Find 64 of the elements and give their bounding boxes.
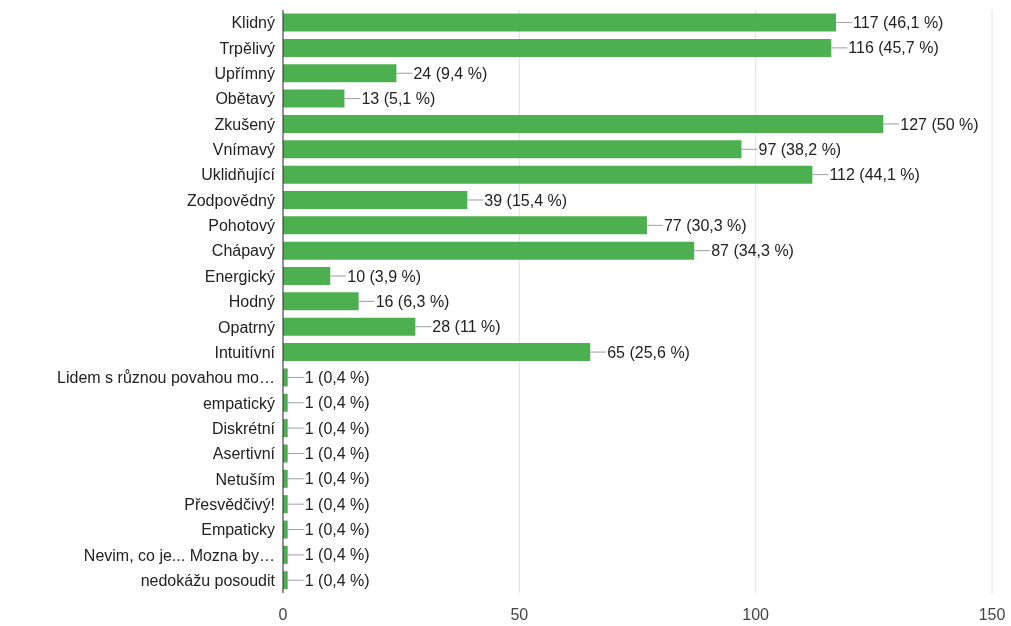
y-tick-label: Zkušený: [214, 115, 275, 133]
bar: [283, 216, 647, 235]
data-label: 24 (9,4 %): [413, 64, 488, 82]
y-tick-label: Uklidňující: [201, 166, 276, 184]
data-label: 1 (0,4 %): [304, 470, 370, 488]
y-tick-label: Zodpovědný: [186, 191, 275, 209]
y-tick-label: Přesvědčivý!: [184, 495, 275, 513]
data-label: 65 (25,6 %): [607, 343, 690, 361]
data-label: 1 (0,4 %): [304, 546, 370, 564]
y-tick-label: Pohotový: [208, 217, 275, 235]
y-tick-label: Netuším: [215, 470, 275, 488]
data-label: 112 (44,1 %): [829, 166, 920, 184]
bar: [283, 190, 468, 209]
y-tick-label: Lidem s různou povahou mo…: [57, 369, 275, 387]
data-label: 116 (45,7 %): [848, 39, 939, 57]
y-tick-label: Nevim, co je... Mozna by…: [83, 546, 275, 564]
y-tick-label: Klidný: [231, 14, 275, 32]
y-tick-label: nedokážu posoudit: [140, 572, 276, 590]
bar: [283, 267, 331, 286]
data-label: 1 (0,4 %): [304, 369, 370, 387]
y-tick-label: Empaticky: [201, 521, 275, 539]
data-label: 13 (5,1 %): [361, 90, 436, 108]
y-tick-label: Opatrný: [218, 318, 275, 336]
x-tick-label: 100: [742, 606, 770, 624]
data-label: 39 (15,4 %): [484, 191, 568, 209]
data-label: 16 (6,3 %): [375, 292, 450, 310]
y-tick-label: Intuitívní: [214, 343, 276, 361]
data-label: 117 (46,1 %): [853, 14, 944, 32]
data-label: 87 (34,3 %): [711, 242, 794, 260]
data-label: 1 (0,4 %): [304, 419, 370, 437]
bar: [283, 64, 397, 83]
x-tick-label: 150: [978, 606, 1006, 624]
y-tick-label: Upřímný: [214, 65, 275, 83]
data-label: 10 (3,9 %): [347, 267, 422, 285]
y-tick-label: Trpělivý: [219, 39, 275, 57]
y-tick-label: Obětavý: [215, 90, 275, 108]
bar: [283, 343, 591, 362]
data-label: 1 (0,4 %): [304, 495, 370, 513]
data-label: 1 (0,4 %): [304, 445, 370, 463]
bar: [283, 292, 359, 311]
y-tick-label: Asertivní: [212, 445, 276, 463]
y-tick-label: Diskrétní: [211, 419, 276, 437]
bar: [283, 241, 695, 260]
bar: [283, 13, 837, 32]
bar: [283, 317, 416, 336]
bar: [283, 89, 345, 108]
bar: [283, 114, 884, 133]
x-tick-label: 0: [278, 606, 288, 624]
data-label: 1 (0,4 %): [304, 394, 370, 412]
y-tick-label: Vnímavý: [212, 141, 275, 159]
y-tick-label: Hodný: [228, 293, 275, 311]
y-tick-label: Energický: [204, 267, 275, 285]
data-label: 1 (0,4 %): [304, 571, 370, 589]
bar: [283, 165, 813, 184]
y-tick-label: Chápavý: [211, 242, 275, 260]
y-tick-label: empatický: [202, 394, 275, 412]
data-label: 77 (30,3 %): [663, 216, 747, 234]
bar: [283, 140, 742, 159]
data-label: 28 (11 %): [432, 318, 501, 336]
data-label: 127 (50 %): [900, 115, 979, 133]
x-tick-label: 50: [510, 606, 529, 624]
data-label: 97 (38,2 %): [758, 140, 842, 158]
bar: [283, 38, 832, 57]
data-label: 1 (0,4 %): [304, 521, 370, 539]
